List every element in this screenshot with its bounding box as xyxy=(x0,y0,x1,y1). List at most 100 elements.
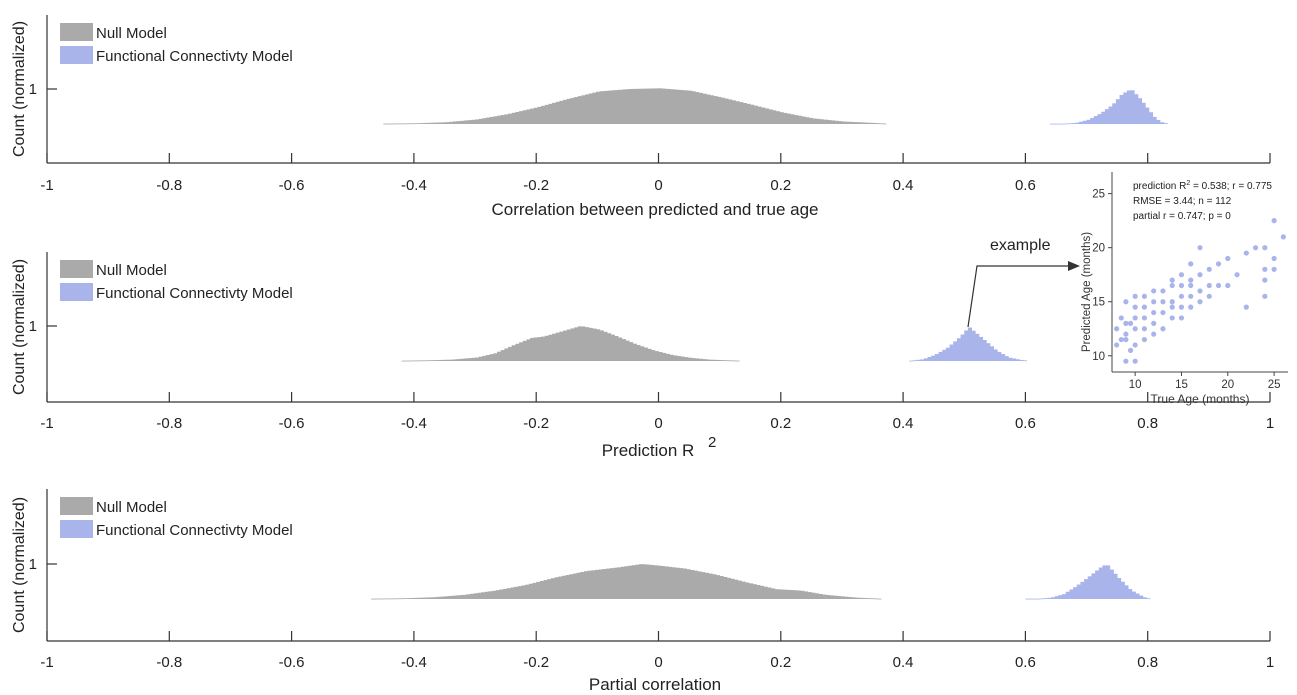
histogram-bar xyxy=(537,337,542,361)
histogram-bar xyxy=(713,96,718,124)
histogram-bar xyxy=(508,113,513,124)
scatter-point xyxy=(1151,320,1157,326)
histogram-bar xyxy=(971,330,976,361)
scatter-point xyxy=(1169,299,1175,305)
histogram-bar xyxy=(434,122,439,124)
histogram-bar xyxy=(445,122,450,124)
histogram-bar xyxy=(462,594,467,599)
inset-scatter: 10 15 20 25 10 15 20 25 True Age (months) Predict… xyxy=(1081,172,1288,406)
histogram-bar xyxy=(993,349,998,361)
histogram-bar xyxy=(636,345,641,361)
histogram-bar xyxy=(559,331,564,361)
histogram-bar xyxy=(528,583,533,599)
histogram-bar xyxy=(544,104,549,124)
histogram-bar xyxy=(533,107,538,124)
histogram-bar xyxy=(1086,119,1091,124)
scatter-point xyxy=(1141,304,1148,310)
histogram-bar xyxy=(1139,595,1144,599)
histogram-bar xyxy=(500,115,505,124)
scatter-point xyxy=(1151,309,1157,316)
histogram-bar xyxy=(878,123,883,125)
histogram-bar xyxy=(499,589,504,599)
histogram-bar xyxy=(438,122,443,124)
histogram-bar xyxy=(635,564,640,599)
histogram-bar xyxy=(426,597,431,599)
histogram-bar xyxy=(978,336,983,361)
histogram-bar xyxy=(588,93,593,124)
histogram-bar xyxy=(1000,354,1006,361)
x-tick-label: 0.8 xyxy=(1137,654,1158,671)
scatter-point xyxy=(1132,315,1138,321)
x-tick-label: 0.6 xyxy=(1015,415,1036,432)
histogram-bar xyxy=(1025,598,1030,600)
histogram-bar xyxy=(418,597,423,599)
histogram-bar xyxy=(1112,103,1117,124)
histogram-bar xyxy=(849,121,854,124)
histogram-bar xyxy=(838,121,843,124)
histogram-bar xyxy=(826,595,831,599)
scatter-point xyxy=(1141,293,1148,299)
histogram-bar xyxy=(829,595,834,599)
histogram-bar xyxy=(489,116,494,124)
histogram-bar xyxy=(669,354,674,361)
histogram-bar xyxy=(416,360,421,362)
scatter-point xyxy=(1132,358,1138,364)
x-tick-label: 0.2 xyxy=(770,177,791,194)
histogram-bar xyxy=(572,573,577,599)
histogram-bar xyxy=(717,359,722,361)
x-tick-label: -0.2 xyxy=(523,415,549,432)
histogram-bar xyxy=(559,100,564,124)
histogram-bar xyxy=(1015,359,1020,361)
histogram-bar xyxy=(599,330,604,361)
scatter-point xyxy=(1169,315,1175,321)
histogram-bar xyxy=(679,568,684,599)
histogram-bar xyxy=(533,337,538,361)
histogram-bar xyxy=(530,108,535,124)
null-model-histogram xyxy=(371,564,882,600)
x-tick-label: 0 xyxy=(654,177,662,194)
histogram-bar xyxy=(877,598,882,600)
histogram-bar xyxy=(728,99,733,124)
histogram-bar xyxy=(486,354,491,361)
histogram-bar xyxy=(779,112,784,124)
scatter-point xyxy=(1262,245,1268,251)
histogram-bar xyxy=(616,567,621,599)
x-tick-label: 0.2 xyxy=(770,415,791,432)
histogram-bar xyxy=(720,360,725,361)
histogram-bar xyxy=(530,337,535,361)
histogram-bar xyxy=(438,359,443,361)
scatter-point xyxy=(1178,304,1185,310)
scatter-point xyxy=(1169,277,1175,283)
histogram-bar xyxy=(964,330,969,361)
y-axis-label: Count (normalized) xyxy=(11,497,28,633)
histogram-bar xyxy=(467,120,472,124)
histogram-bar xyxy=(1120,581,1125,599)
histogram-bar xyxy=(1146,598,1151,600)
histogram-bar xyxy=(834,120,839,124)
scatter-point xyxy=(1206,282,1212,289)
histogram-bar xyxy=(390,123,395,125)
histogram-bar xyxy=(566,329,571,361)
histogram-bar xyxy=(701,572,706,599)
histogram-bar xyxy=(816,118,821,124)
scatter-point xyxy=(1197,299,1203,305)
histogram-bar xyxy=(654,351,659,361)
histogram-bar xyxy=(609,568,614,599)
histogram-bar xyxy=(577,326,582,361)
histogram-bar xyxy=(433,597,438,599)
histogram-bar xyxy=(1060,123,1065,125)
histogram-bar xyxy=(815,593,820,599)
x-tick-label: -0.2 xyxy=(523,177,549,194)
histogram-bar xyxy=(444,596,449,599)
histogram-bar xyxy=(1079,121,1084,124)
histogram-bar xyxy=(690,569,695,599)
legend: Null Model Functional Connectivty Model xyxy=(60,497,293,539)
histogram-bar xyxy=(585,94,590,124)
histogram-bar xyxy=(434,360,439,361)
histogram-bar xyxy=(385,598,390,600)
scatter-point xyxy=(1132,304,1138,310)
histogram-bar xyxy=(873,598,878,600)
histogram-bar xyxy=(871,122,876,124)
histogram-bar xyxy=(621,339,626,361)
histogram-bar xyxy=(756,585,761,599)
